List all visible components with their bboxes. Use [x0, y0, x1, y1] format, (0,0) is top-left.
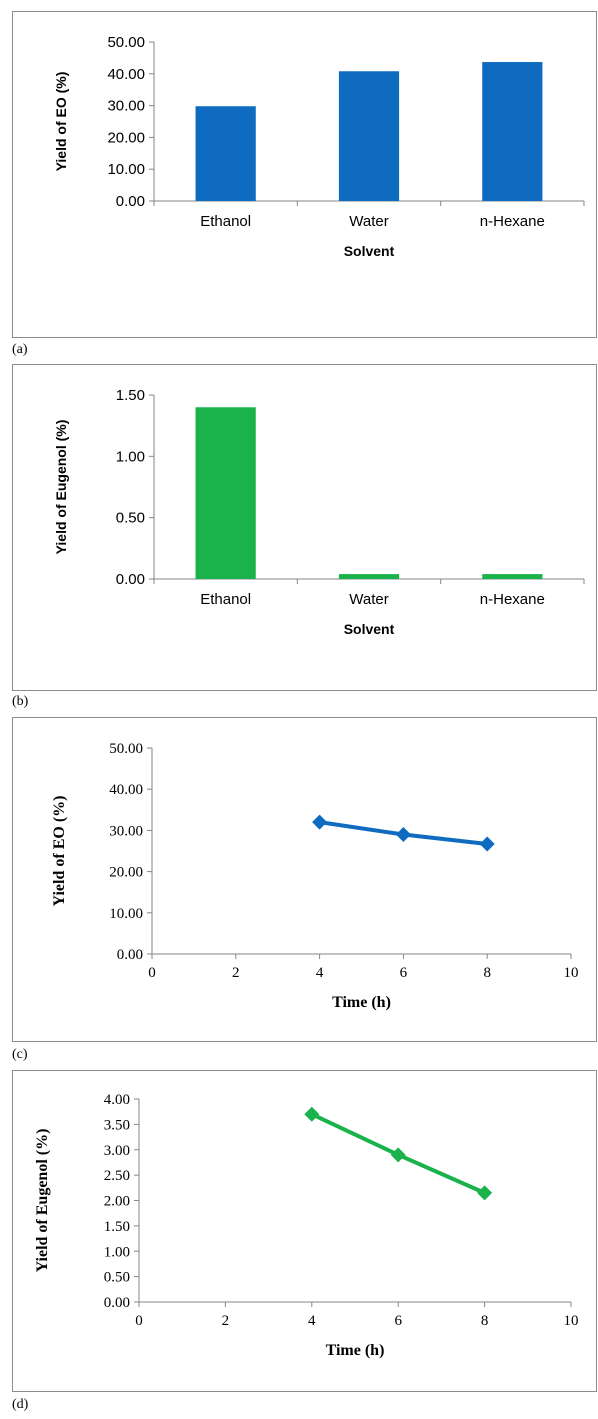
- chart-panel-c: 0.00 10.00 20.00 30.00 40.00 50.00 Yield of EO…: [12, 717, 597, 1042]
- y-tick-label: 0.00: [104, 1295, 130, 1311]
- x-tick-label: 8: [483, 965, 491, 981]
- x-tick-label: 8: [481, 1313, 489, 1329]
- y-tick-label: 3.50: [104, 1117, 130, 1133]
- y-tick-label: 2.00: [104, 1194, 130, 1210]
- x-category-label: Ethanol: [200, 213, 251, 230]
- x-category-label: Water: [349, 591, 388, 608]
- y-tick-label: 0.50: [116, 510, 145, 527]
- chart-panel-b: 0.00 0.50 1.00 1.50 Yield of Eugenol (%) Etha…: [12, 364, 597, 691]
- y-axis-title: Yield of EO (%): [51, 796, 68, 907]
- data-point-marker: [479, 836, 495, 852]
- bar: [482, 62, 543, 202]
- bar: [195, 106, 256, 201]
- chart-panel-d: 0.00 0.50 1.00 1.50 2.00 2.50 3.00 3.50 4.00 Yiel…: [12, 1070, 597, 1392]
- panel-label-d: (d): [12, 1397, 29, 1412]
- panel-label-b: (b): [12, 694, 29, 709]
- y-tick-label: 2.50: [104, 1168, 130, 1184]
- x-category-label: Water: [349, 213, 388, 230]
- y-tick-label: 10.00: [107, 161, 145, 178]
- y-tick-label: 1.00: [104, 1244, 130, 1260]
- chart-d: 0.00 0.50 1.00 1.50 2.00 2.50 3.00 3.50 4.00 Yiel…: [34, 1092, 579, 1359]
- y-tick-label: 30.00: [109, 823, 143, 839]
- x-tick-label: 2: [232, 965, 240, 981]
- x-category-label: Ethanol: [200, 591, 251, 608]
- panel-label-a: (a): [12, 342, 28, 357]
- y-tick-label: 1.00: [116, 448, 145, 465]
- y-tick-label: 50.00: [107, 34, 145, 51]
- y-axis-title: Yield of Eugenol (%): [53, 420, 69, 555]
- x-axis-title: Time (h): [332, 994, 391, 1011]
- x-axis-title: Solvent: [344, 621, 395, 637]
- y-tick-label: 30.00: [107, 98, 145, 115]
- bar: [338, 574, 400, 579]
- data-point-marker: [477, 1185, 493, 1201]
- chart-a: 0.00 10.00 20.00 30.00 40.00 50.00 Yield of EO…: [53, 34, 585, 259]
- data-point-marker: [395, 827, 411, 843]
- panel-label-c: (c): [12, 1047, 28, 1062]
- y-tick-label: 3.00: [104, 1143, 130, 1159]
- y-tick-label: 40.00: [109, 782, 143, 798]
- y-tick-label: 0.50: [104, 1270, 130, 1286]
- chart-panel-a: 0.00 10.00 20.00 30.00 40.00 50.00 Yield of EO…: [12, 11, 597, 338]
- y-tick-label: 1.50: [104, 1219, 130, 1235]
- y-axis-title: Yield of Eugenol (%): [34, 1129, 51, 1273]
- bar: [338, 71, 400, 201]
- chart-c: 0.00 10.00 20.00 30.00 40.00 50.00 Yield of EO…: [51, 741, 579, 1011]
- y-tick-label: 20.00: [109, 865, 143, 881]
- y-tick-label: 10.00: [109, 906, 143, 922]
- x-tick-label: 2: [222, 1313, 230, 1329]
- x-category-label: n-Hexane: [480, 591, 545, 608]
- x-tick-label: 4: [308, 1313, 316, 1329]
- y-tick-label: 1.50: [116, 387, 145, 404]
- y-tick-label: 0.00: [117, 947, 143, 963]
- y-tick-label: 0.00: [116, 193, 145, 210]
- y-tick-label: 4.00: [104, 1092, 130, 1108]
- x-tick-label: 0: [135, 1313, 143, 1329]
- chart-b: 0.00 0.50 1.00 1.50 Yield of Eugenol (%) Etha…: [53, 387, 585, 637]
- data-point-marker: [312, 814, 328, 830]
- y-tick-label: 0.00: [116, 571, 145, 588]
- x-axis-title: Time (h): [326, 1342, 385, 1359]
- bar: [482, 574, 543, 579]
- x-tick-label: 10: [564, 965, 579, 981]
- y-tick-label: 40.00: [107, 66, 145, 83]
- data-point-marker: [304, 1106, 320, 1122]
- x-tick-label: 6: [400, 965, 408, 981]
- x-tick-label: 10: [564, 1313, 579, 1329]
- x-axis-title: Solvent: [344, 243, 395, 259]
- x-tick-label: 0: [148, 965, 156, 981]
- y-axis-title: Yield of EO (%): [53, 72, 69, 172]
- bar: [195, 407, 256, 579]
- x-tick-label: 6: [394, 1313, 402, 1329]
- data-point-marker: [390, 1147, 406, 1163]
- x-category-label: n-Hexane: [480, 213, 545, 230]
- x-tick-label: 4: [316, 965, 324, 981]
- y-tick-label: 20.00: [107, 129, 145, 146]
- y-tick-label: 50.00: [109, 741, 143, 757]
